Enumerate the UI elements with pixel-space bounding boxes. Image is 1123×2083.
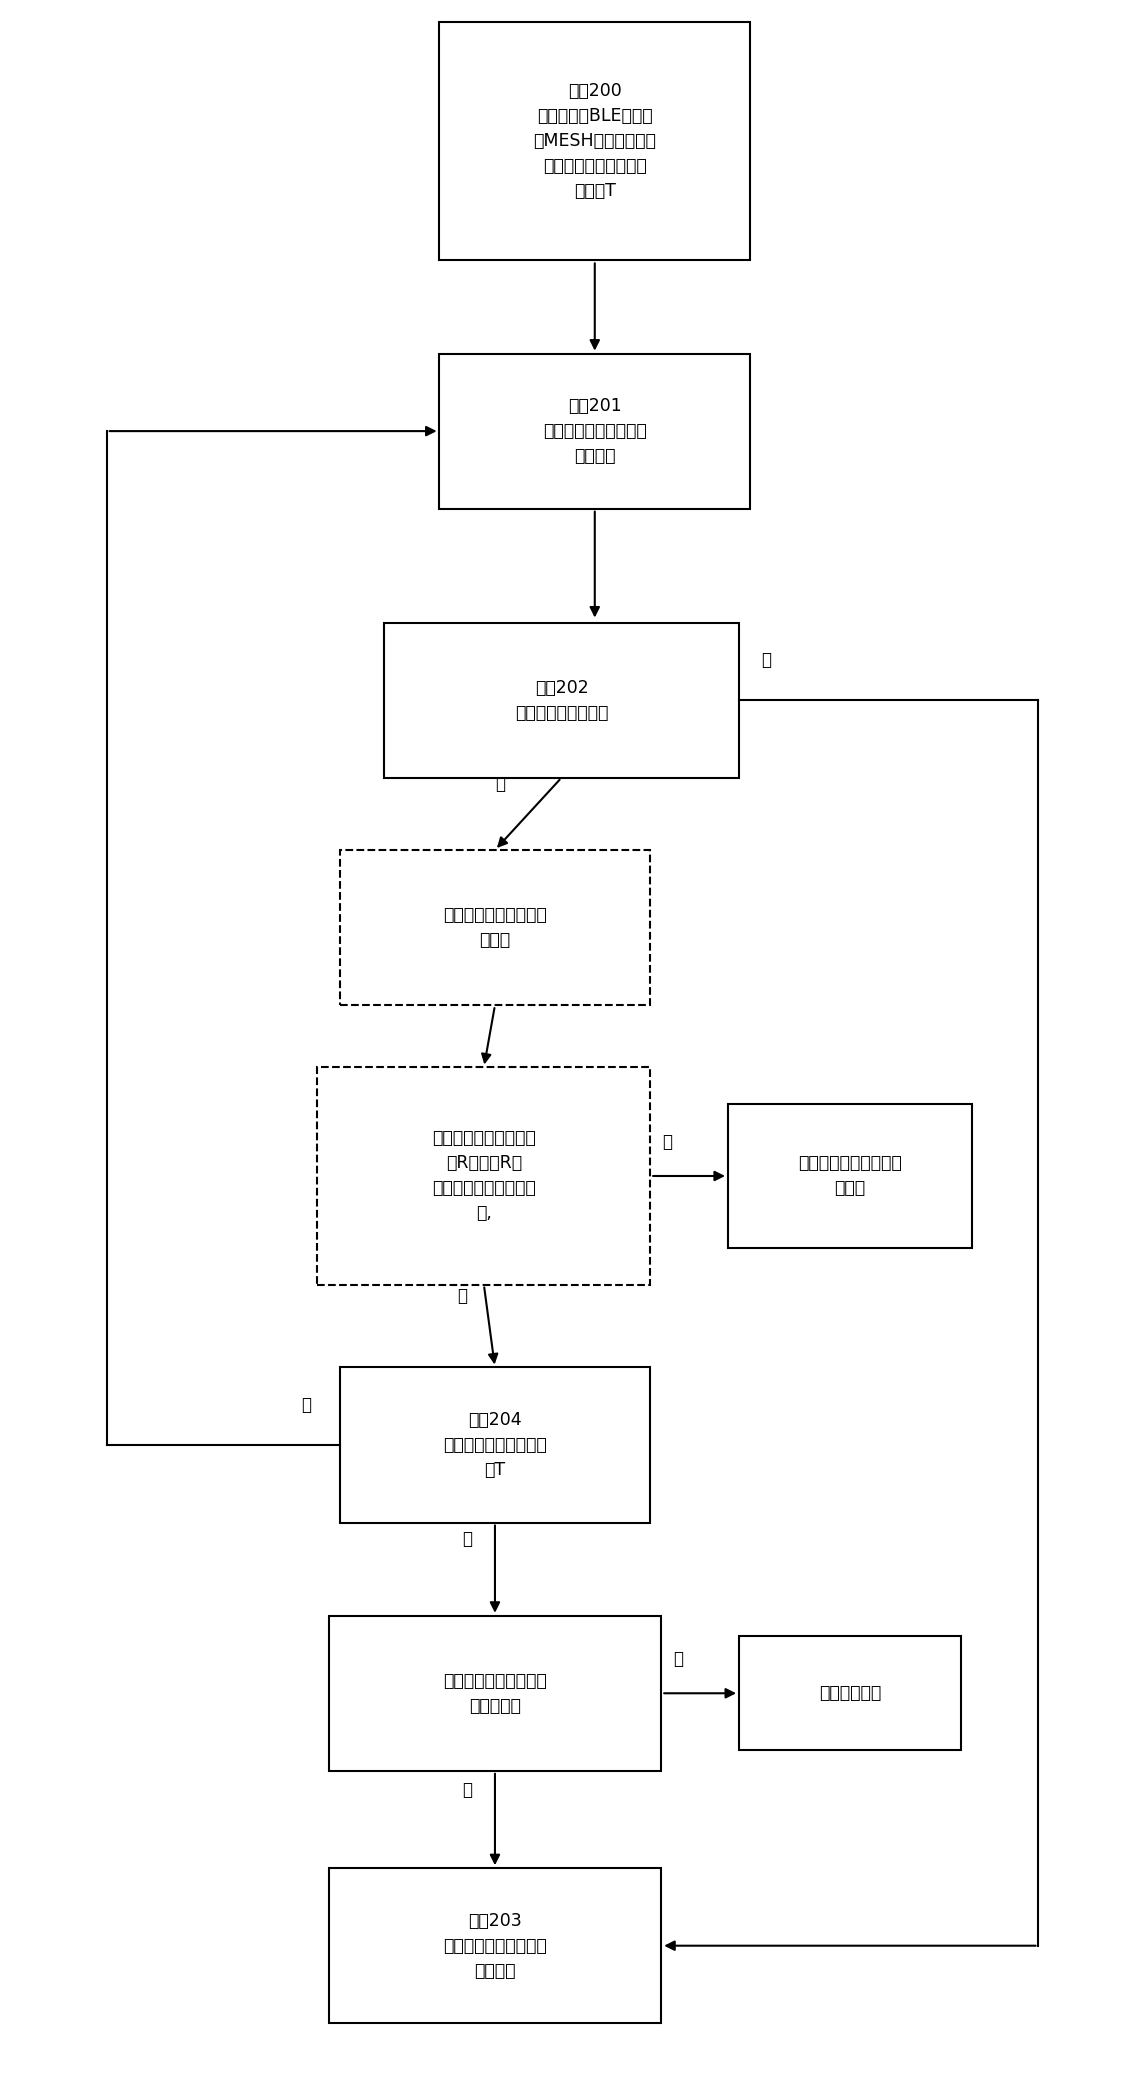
Text: 增加转播次数及模块序
号标识: 增加转播次数及模块序 号标识 [444,906,547,950]
Bar [439,354,750,508]
Bar [384,623,739,777]
Text: 是: 是 [661,1133,672,1152]
Bar [318,1066,650,1285]
Text: 步骤203
返回答复包，包含最快
到达通道: 步骤203 返回答复包，包含最快 到达通道 [444,1912,547,1979]
Bar [329,1868,661,2023]
Bar [439,23,750,260]
Bar [728,1104,971,1248]
Text: 是: 是 [761,652,772,669]
Text: 广播包重发次数是否大
于R，其中R是
预先规定的允许重发次
数,: 广播包重发次数是否大 于R，其中R是 预先规定的允许重发次 数, [432,1129,536,1223]
Text: 否: 否 [457,1287,467,1306]
Text: 否: 否 [673,1650,683,1668]
Text: 是: 是 [463,1781,473,1800]
Text: 是: 是 [301,1396,311,1414]
Bar [329,1616,661,1771]
Text: 丢弃该广播包: 丢弃该广播包 [819,1685,882,1702]
Text: 目的模块收到的序号标
识是否首次: 目的模块收到的序号标 识是否首次 [444,1673,547,1714]
Text: 否: 否 [463,1531,473,1548]
Text: 否: 否 [495,775,505,794]
Text: 步骤201
网关给目的模块发送广
播数据包: 步骤201 网关给目的模块发送广 播数据包 [542,398,647,465]
Text: 步骤202
判断是否为目的模块: 步骤202 判断是否为目的模块 [514,679,609,721]
Text: 步骤204
广播包转发次数是否大
于T: 步骤204 广播包转发次数是否大 于T [444,1410,547,1479]
Bar [339,850,650,1006]
Bar [739,1637,961,1750]
Text: 步骤200
网关，蓝牙BLE模块组
成MESH网络，并设置
广播包被允许转播的最
大次数T: 步骤200 网关，蓝牙BLE模块组 成MESH网络，并设置 广播包被允许转播的最… [533,83,656,200]
Bar [339,1366,650,1523]
Text: 丢弃该广播包，返回错
误信息: 丢弃该广播包，返回错 误信息 [798,1154,902,1198]
